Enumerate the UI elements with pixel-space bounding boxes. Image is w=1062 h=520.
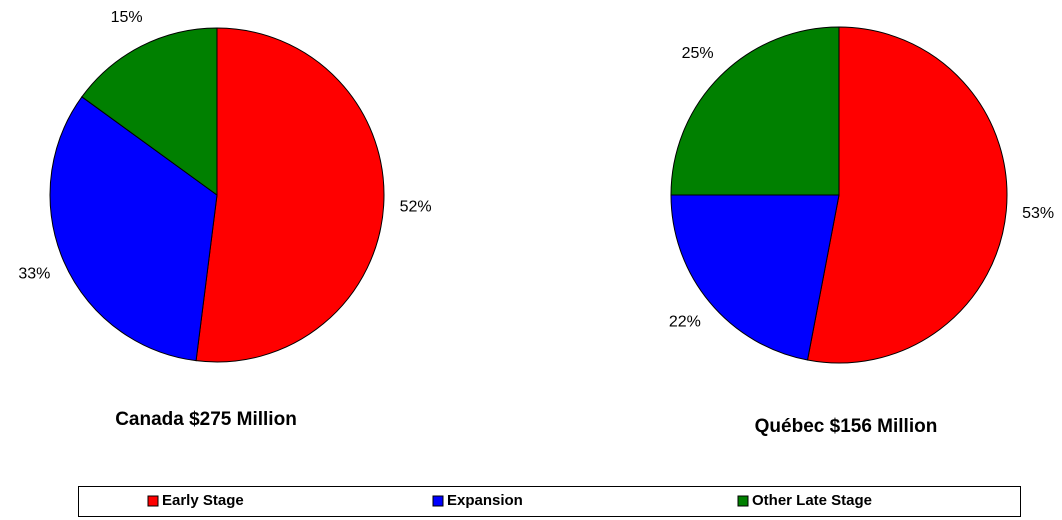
legend-swatch [432,495,444,507]
legend-swatch [737,495,749,507]
data-label: 15% [111,9,143,26]
chart-title: Québec $156 Million [755,416,938,437]
legend-label: Early Stage [162,492,244,509]
legend [78,486,1021,517]
pie-slice [670,26,840,196]
chart-title: Canada $275 Million [115,409,297,430]
pie-slice [670,194,840,361]
legend-label: Other Late Stage [752,492,872,509]
pie-slice [806,26,1008,364]
data-label: 22% [669,314,701,331]
pie-slice [81,27,218,196]
data-label: 25% [682,45,714,62]
pie-slice [49,96,218,362]
legend-label: Expansion [447,492,523,509]
pie-slice [195,27,385,363]
data-label: 53% [1022,205,1054,222]
data-label: 52% [400,199,432,216]
legend-swatch [147,495,159,507]
data-label: 33% [18,265,50,282]
